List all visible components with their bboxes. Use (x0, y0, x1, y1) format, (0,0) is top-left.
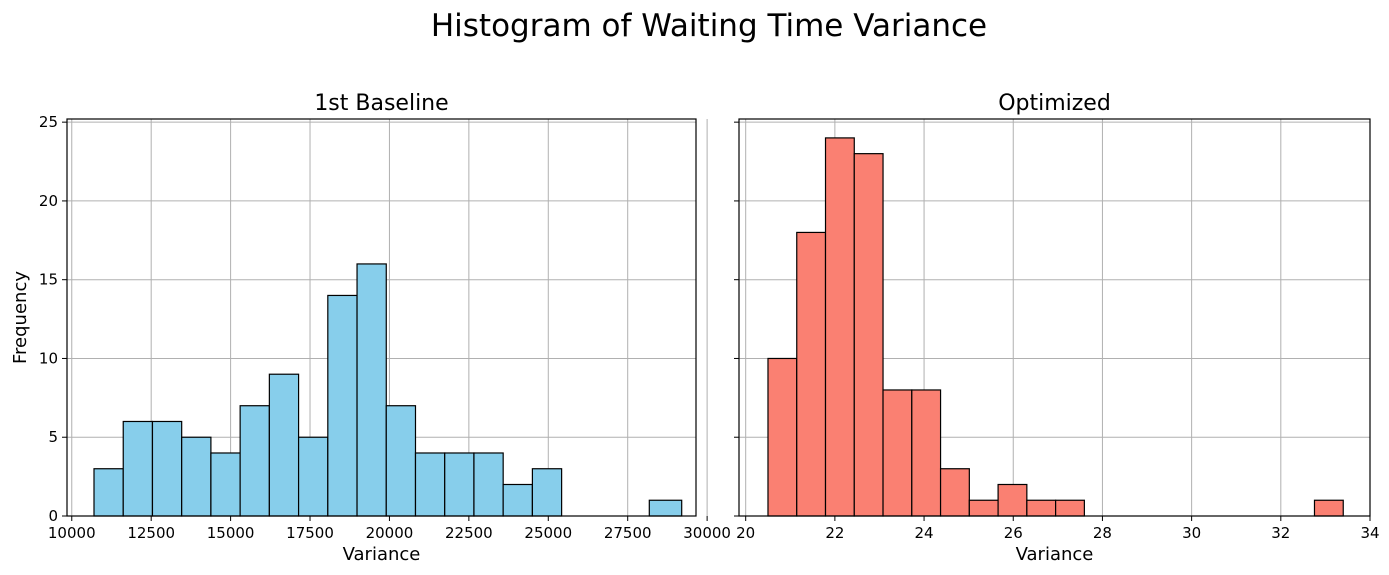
histogram-bar (882, 389, 913, 517)
x-axis-label: Variance (1016, 544, 1094, 565)
histogram-bar (853, 153, 884, 517)
histogram-bar (1026, 499, 1057, 517)
histogram-bar (1055, 499, 1085, 517)
histogram-bar (824, 137, 855, 517)
subplots: 10000 12500 15000 17500 20000 22500 25000 27500… (10, 91, 1380, 565)
histogram-bar (356, 263, 387, 517)
histogram-bar (239, 405, 270, 517)
histogram-bar (151, 420, 183, 517)
y-tick-label: 25 (39, 113, 58, 131)
y-tick-label: 0 (48, 507, 58, 525)
histogram-bar (181, 436, 212, 517)
histogram-bar (268, 373, 300, 517)
x-tick-label: 28 (1093, 524, 1112, 542)
histogram-bar (444, 452, 475, 517)
histogram-bar (968, 499, 999, 517)
subplot-title: Optimized (998, 91, 1111, 116)
histogram-bar (473, 452, 504, 517)
y-tick-label: 20 (39, 192, 58, 210)
subplot-title: 1st Baseline (314, 91, 448, 116)
x-tick-label: 30000 (683, 524, 731, 542)
x-tick-label: 20000 (366, 524, 414, 542)
histogram-bar (385, 405, 417, 517)
histogram-bar (796, 231, 827, 517)
histogram-bar (210, 452, 241, 517)
y-tick-label: 5 (48, 428, 58, 446)
histogram-bar (939, 468, 970, 517)
histogram-bar (122, 420, 154, 517)
y-tick-label: 10 (39, 349, 58, 367)
x-tick-label: 12500 (127, 524, 175, 542)
histogram-bar (911, 389, 942, 517)
x-tick-label: 20 (736, 524, 755, 542)
axes-frame (738, 118, 1371, 517)
subplot-2: 20 22 24 26 28 30 32 34 Optimized Variance (734, 91, 1380, 565)
histogram-bar (93, 468, 124, 517)
axes-frame (66, 118, 697, 517)
x-tick-label: 26 (1004, 524, 1023, 542)
x-tick-label: 27500 (604, 524, 652, 542)
histogram-bar (297, 436, 329, 517)
histogram-bar (502, 483, 533, 517)
histogram-bar (327, 294, 358, 517)
x-tick-label: 10000 (48, 524, 96, 542)
x-tick-label: 32 (1271, 524, 1290, 542)
y-tick-label: 15 (39, 271, 58, 289)
x-tick-label: 15000 (207, 524, 255, 542)
x-tick-label: 30 (1182, 524, 1201, 542)
x-tick-label: 22 (825, 524, 844, 542)
x-tick-label: 25000 (524, 524, 572, 542)
histogram-bar (531, 468, 563, 517)
histogram-bar (997, 483, 1028, 517)
x-tick-label: 34 (1360, 524, 1379, 542)
histogram-bar (648, 499, 683, 517)
x-tick-label: 24 (915, 524, 934, 542)
figure-title: Histogram of Waiting Time Variance (431, 8, 987, 44)
x-tick-label: 17500 (286, 524, 334, 542)
histogram-bar (767, 357, 798, 517)
histogram-bar (1313, 499, 1344, 517)
subplot-1: 10000 12500 15000 17500 20000 22500 25000 27500… (10, 91, 731, 565)
histogram-bar (414, 452, 446, 517)
x-tick-label: 22500 (445, 524, 493, 542)
y-axis-label: Frequency (10, 271, 31, 364)
x-axis-label: Variance (343, 544, 421, 565)
